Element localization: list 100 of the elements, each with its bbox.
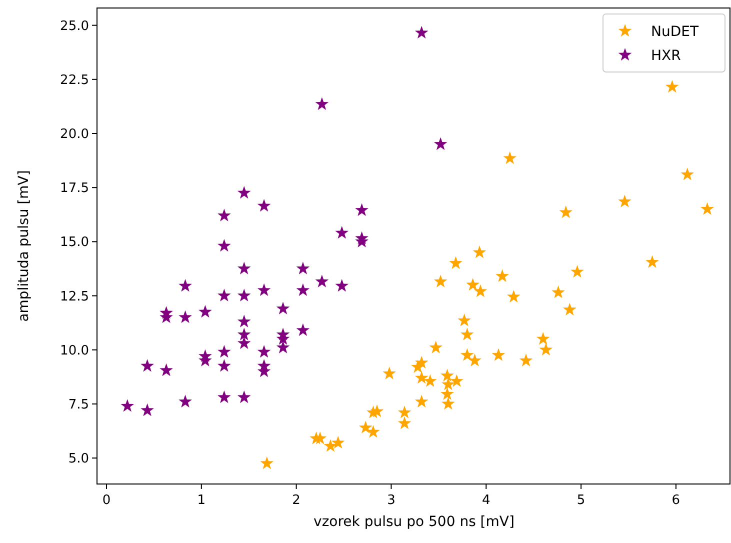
point [366, 425, 380, 438]
point [237, 186, 251, 199]
point [331, 436, 345, 449]
point [458, 314, 471, 326]
point [198, 304, 212, 318]
point [370, 404, 384, 418]
point [539, 342, 553, 356]
point [218, 345, 231, 358]
point [496, 269, 509, 282]
point [472, 245, 486, 258]
point [140, 359, 154, 372]
point [296, 262, 310, 274]
point [423, 374, 437, 387]
point [237, 288, 251, 302]
point [324, 439, 338, 452]
point [237, 336, 251, 350]
point [237, 390, 251, 404]
point [218, 359, 231, 372]
point [414, 26, 428, 39]
point [468, 354, 482, 366]
point [552, 286, 565, 298]
point [398, 416, 412, 430]
point [355, 203, 368, 216]
point [257, 345, 271, 358]
y-tick-label: 22.5 [60, 72, 89, 88]
point [562, 302, 576, 316]
y-axis-title: amplituda pulsu [mV] [16, 170, 32, 322]
y-tick-label: 25.0 [60, 18, 89, 34]
point [680, 168, 694, 180]
point [536, 332, 550, 345]
point [296, 283, 310, 296]
point [474, 284, 488, 298]
point [160, 363, 173, 376]
point [218, 288, 231, 302]
point [335, 226, 349, 239]
point [178, 279, 192, 292]
y-tick-label: 15.0 [60, 235, 89, 250]
point [466, 278, 480, 291]
legend-label: NuDET [651, 24, 699, 40]
x-tick-label: 5 [576, 493, 586, 508]
point [559, 205, 573, 218]
x-tick-label: 1 [197, 493, 206, 508]
point [449, 256, 462, 269]
y-tick-label: 5.0 [68, 452, 89, 467]
point [257, 198, 271, 212]
point [237, 328, 251, 340]
point [120, 399, 134, 412]
point [460, 348, 474, 361]
point [140, 403, 154, 416]
point [315, 97, 329, 110]
point [237, 262, 251, 274]
point [492, 348, 506, 361]
point [218, 208, 231, 222]
point [570, 264, 584, 278]
point [315, 274, 329, 288]
point [442, 377, 455, 390]
point [218, 239, 231, 252]
point [276, 340, 290, 354]
point [398, 406, 412, 418]
x-tick-label: 6 [672, 493, 680, 508]
point [450, 374, 464, 387]
point [700, 202, 714, 215]
point [382, 366, 396, 380]
legend-label: HXR [651, 48, 682, 64]
point [442, 396, 455, 410]
point [237, 314, 251, 328]
y-tick-label: 20.0 [60, 127, 89, 142]
point [178, 310, 192, 324]
point [358, 420, 372, 434]
x-tick-label: 3 [387, 493, 396, 508]
point [414, 370, 428, 384]
point [178, 394, 192, 408]
point [503, 151, 517, 164]
x-axis-title: vzorek pulsu po 500 ns [mV] [314, 514, 514, 530]
x-tick-label: 4 [482, 493, 490, 508]
point [429, 340, 442, 354]
x-tick-label: 0 [102, 493, 111, 508]
y-tick-label: 10.0 [60, 343, 89, 358]
point [506, 290, 520, 303]
point [434, 274, 448, 288]
point [519, 354, 533, 366]
x-tick-label: 2 [292, 493, 300, 508]
point [440, 368, 454, 382]
point [618, 194, 632, 208]
point [434, 137, 448, 150]
point [460, 328, 474, 340]
point [414, 394, 428, 408]
point [440, 387, 454, 400]
point [665, 80, 679, 93]
point [646, 255, 659, 268]
y-tick-label: 7.5 [68, 397, 89, 412]
point [414, 356, 428, 368]
point [218, 390, 231, 404]
point [313, 432, 327, 444]
point [335, 279, 349, 292]
y-tick-label: 17.5 [60, 181, 89, 196]
point [296, 323, 310, 336]
point [260, 456, 274, 470]
y-tick-label: 12.5 [60, 289, 89, 304]
point [257, 283, 271, 296]
